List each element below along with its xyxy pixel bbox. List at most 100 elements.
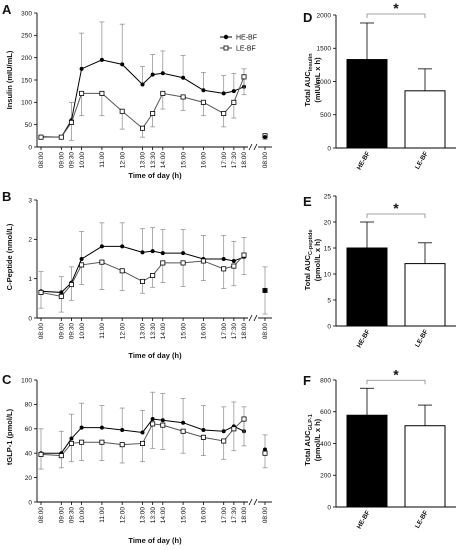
y-tick-label: 0 (28, 499, 32, 506)
data-point-le-bf (200, 99, 206, 105)
x-tick-label: 08:00 (38, 507, 45, 524)
y-tick-label: 5 (327, 297, 331, 304)
y-tick-label: 25 (324, 193, 332, 200)
x-tick-label: 13:30 (150, 323, 157, 340)
data-point-le-bf (79, 90, 85, 96)
x-tick-label: 17:00 (221, 152, 228, 169)
axis-break-mark (253, 143, 258, 151)
x-tick-label: 18:00 (241, 323, 248, 340)
x-tick-label-he-bf: HE-BF (356, 328, 372, 349)
panel-c-plot: 0 20 40 60 80 100 08:00 09:00 09:30 10:00 11:00 12:… (21, 377, 272, 523)
panel-f-letter: F (303, 373, 311, 388)
data-point-le-bf (241, 416, 247, 422)
y-tick-label: 0 (327, 504, 331, 511)
panel-c: C tGLP-1 (pmol/L) Time of day (h) 0 20 40 6… (2, 372, 272, 545)
data-point-le-bf (160, 260, 166, 266)
legend: HE-BF LE-BF (220, 35, 257, 53)
series-line-he-bf (41, 418, 245, 454)
data-point-le-bf (150, 273, 156, 279)
x-tick-label: 08:00 (262, 507, 269, 524)
data-point-le-bf (119, 442, 125, 448)
panel-b-x-axis-label: Time of day (h) (128, 351, 182, 360)
axis-break-mark (253, 498, 258, 506)
x-tick-label: 18:00 (241, 152, 248, 169)
y-tick-label: 200 (320, 473, 331, 480)
legend-he-bf-label: HE-BF (236, 35, 257, 42)
data-point-le-bf (221, 111, 227, 117)
panel-e-y-label-main: Total AUC (303, 254, 312, 290)
data-point-le-bf (221, 438, 227, 444)
y-tick-label: 10 (324, 271, 332, 278)
bar-he-bf (346, 59, 388, 149)
y-tick-label: 3 (28, 197, 32, 204)
y-tick-label: 50 (25, 122, 33, 129)
axis-break-mark (248, 314, 253, 322)
significance-bracket (366, 13, 426, 18)
x-tick-label: 16:00 (201, 152, 208, 169)
legend-le-bf-label: LE-BF (236, 46, 256, 53)
significance-bracket (366, 379, 426, 385)
x-tick-label: 13:30 (150, 507, 157, 524)
axis-break-mark (253, 314, 258, 322)
x-tick-label: 09:30 (69, 323, 76, 340)
x-tick-label: 10:00 (79, 323, 86, 340)
series-line-le-bf (40, 254, 245, 297)
x-tick-label: 08:00 (262, 152, 269, 169)
y-tick-label: 1 (28, 276, 32, 283)
data-point-he-bf (231, 89, 236, 94)
bar-he-bf (346, 414, 388, 508)
y-tick-label: 0 (28, 315, 32, 322)
data-point-he-bf (140, 82, 145, 87)
panel-a-plot: 0 50 100 150 200 250 300 08:00 09:00 09:30 10:00 11… (21, 10, 272, 168)
x-tick-label: 09:00 (59, 507, 66, 524)
panel-d-y-label-main: Total AUC (303, 71, 312, 107)
x-tick-label: 17:00 (221, 507, 228, 524)
x-tick-label: 17:00 (221, 323, 228, 340)
data-point-he-bf (120, 428, 125, 433)
panel-d-y-axis-label: Total AUCInsulin (303, 53, 314, 107)
x-tick-label: 08:00 (38, 323, 45, 340)
data-point-he-bf (263, 288, 267, 293)
x-tick-label: 17:30 (231, 507, 238, 524)
data-point-le-bf (180, 260, 186, 266)
x-tick-label-le-bf: LE-BF (414, 328, 430, 348)
data-point-le-bf (99, 439, 105, 445)
data-point-he-bf (79, 257, 84, 261)
data-point-he-bf (59, 290, 64, 295)
data-point-le-bf (119, 108, 125, 114)
panel-d-letter: D (303, 10, 312, 25)
panel-d-y-label-sub: Insulin (308, 53, 314, 71)
data-point-le-bf (180, 428, 186, 434)
y-tick-label: 20 (324, 219, 332, 226)
y-tick-label: 250 (21, 33, 32, 40)
panel-a-x-axis-label: Time of day (h) (128, 171, 182, 180)
data-point-le-bf (139, 278, 145, 284)
panel-d-y-axis-units: (mIU/mL x h) (313, 57, 322, 103)
y-tick-label: 1500 (317, 46, 332, 53)
y-tick-label: 40 (25, 451, 33, 458)
x-tick-label: 17:30 (231, 152, 238, 169)
data-point-le-bf (68, 440, 74, 446)
y-tick-label: 150 (21, 77, 32, 84)
series-line-he-bf (40, 59, 245, 138)
x-tick-label: 14:00 (160, 323, 167, 340)
x-tick-label: 11:00 (99, 507, 106, 523)
x-tick-label: 09:00 (59, 323, 66, 340)
data-point-le-bf (79, 262, 85, 268)
y-tick-label: 1000 (317, 79, 332, 86)
data-point-he-bf (201, 88, 206, 93)
data-point-he-bf (221, 429, 226, 434)
data-point-le-bf (119, 268, 125, 274)
panel-e-plot: 0 5 10 15 20 25 HE-BF LE-BF * (324, 193, 456, 349)
panel-f-y-axis-units: (pmol/L x h) (313, 418, 322, 461)
data-point-he-bf (160, 251, 165, 256)
data-point-le-bf (58, 453, 64, 459)
y-tick-label: 0 (327, 145, 331, 152)
significance-marker: * (393, 0, 399, 16)
x-tick-label: 08:00 (38, 152, 45, 169)
significance-marker: * (393, 200, 399, 216)
data-point-he-bf (120, 244, 125, 249)
significance-marker: * (393, 366, 399, 382)
y-tick-label: 2000 (317, 12, 332, 19)
